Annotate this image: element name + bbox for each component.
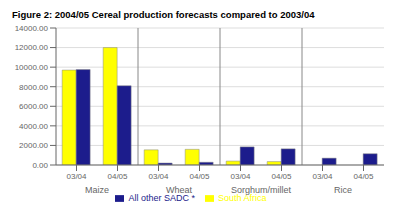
svg-text:Wheat: Wheat [166,185,193,195]
html-text:Figure 2: 2004/05 Cereal produ: Figure 2: 2004/05 Cereal production fore… [12,9,315,20]
svg-text:12000.00: 12000.00 [15,43,49,52]
svg-text:Rice: Rice [334,185,352,195]
svg-text:2000.00: 2000.00 [19,141,48,150]
svg-text:04/05: 04/05 [271,172,292,181]
svg-text:03/04: 03/04 [312,172,333,181]
svg-text:6000.00: 6000.00 [19,102,48,111]
svg-text:04/05: 04/05 [353,172,374,181]
svg-text:8000.00: 8000.00 [19,83,48,92]
svg-text:0.00: 0.00 [32,161,48,170]
svg-text:Sorghum/millet: Sorghum/millet [231,185,292,195]
svg-text:4000.00: 4000.00 [19,122,48,131]
svg-text:03/04: 03/04 [148,172,169,181]
html-text:All other SADC *: All other SADC * [128,193,195,203]
html-text:South Africa: South Africa [218,193,267,203]
svg-text:14000.00: 14000.00 [15,24,49,33]
svg-text:10000.00: 10000.00 [15,63,49,72]
svg-text:03/04: 03/04 [66,172,87,181]
svg-text:04/05: 04/05 [107,172,128,181]
svg-text:03/04: 03/04 [230,172,251,181]
svg-text:04/05: 04/05 [189,172,210,181]
svg-text:Maize: Maize [85,185,109,195]
